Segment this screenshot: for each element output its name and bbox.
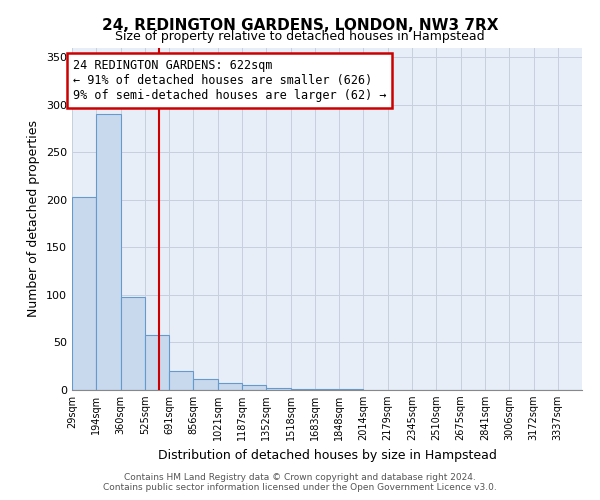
Text: Size of property relative to detached houses in Hampstead: Size of property relative to detached ho… <box>115 30 485 43</box>
Bar <box>145 335 169 390</box>
Bar <box>266 388 290 390</box>
Bar <box>339 389 364 390</box>
Text: Contains HM Land Registry data © Crown copyright and database right 2024.
Contai: Contains HM Land Registry data © Crown c… <box>103 473 497 492</box>
Bar <box>218 384 242 390</box>
Bar <box>315 389 339 390</box>
Bar <box>169 371 193 390</box>
Text: 24, REDINGTON GARDENS, LONDON, NW3 7RX: 24, REDINGTON GARDENS, LONDON, NW3 7RX <box>102 18 498 32</box>
Bar <box>72 197 96 390</box>
Bar <box>96 114 121 390</box>
Bar <box>193 378 218 390</box>
Y-axis label: Number of detached properties: Number of detached properties <box>28 120 40 318</box>
X-axis label: Distribution of detached houses by size in Hampstead: Distribution of detached houses by size … <box>158 449 496 462</box>
Bar <box>121 297 145 390</box>
Text: 24 REDINGTON GARDENS: 622sqm
← 91% of detached houses are smaller (626)
9% of se: 24 REDINGTON GARDENS: 622sqm ← 91% of de… <box>73 59 386 102</box>
Bar <box>290 389 315 390</box>
Bar <box>242 385 266 390</box>
